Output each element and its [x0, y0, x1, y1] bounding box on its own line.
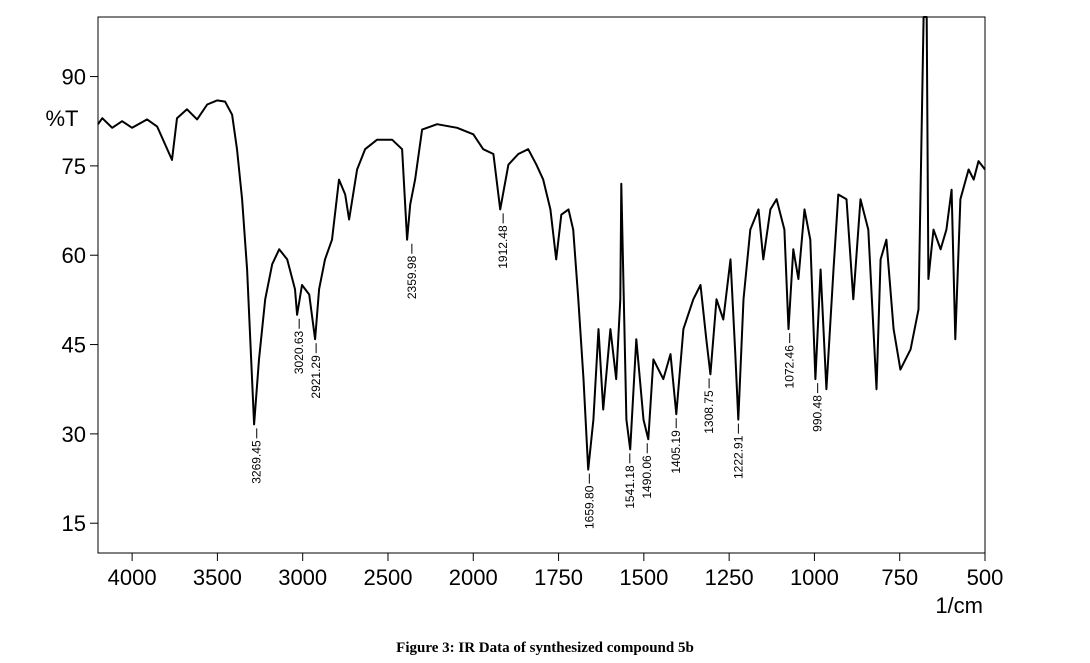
peak-label: 1222.91 — [731, 435, 745, 479]
x-tick-label: 3000 — [278, 565, 327, 590]
x-tick-label: 500 — [967, 565, 1004, 590]
y-tick-label: 90 — [62, 65, 86, 90]
spectrum-line — [97, 16, 986, 471]
peak-label: 1405.19 — [669, 430, 683, 474]
x-tick-label: 1750 — [534, 565, 583, 590]
y-tick-label: 15 — [62, 511, 86, 536]
peak-label: 2359.98 — [405, 255, 419, 299]
plot-frame — [97, 16, 986, 554]
x-tick-label: 3500 — [193, 565, 242, 590]
peak-label: 1490.06 — [640, 455, 654, 499]
y-axis-label: %T — [46, 106, 79, 131]
peak-label: 2921.29 — [309, 355, 323, 399]
peak-label: 1659.80 — [582, 485, 596, 529]
peak-label: 1072.46 — [783, 345, 797, 389]
peak-label: 3020.63 — [292, 330, 306, 374]
caption: Figure 3: IR Data of synthesized compoun… — [396, 640, 694, 656]
y-tick-label: 60 — [62, 243, 86, 268]
x-tick-label: 1000 — [790, 565, 839, 590]
y-tick-label: 75 — [62, 154, 86, 179]
peak-label: 990.48 — [811, 395, 825, 432]
x-tick-label: 4000 — [108, 565, 157, 590]
x-tick-label: 750 — [881, 565, 918, 590]
y-tick-label: 45 — [62, 333, 86, 358]
x-tick-label: 1250 — [705, 565, 754, 590]
peak-label: 1308.75 — [702, 390, 716, 434]
peak-label: 1912.48 — [496, 225, 510, 269]
x-tick-label: 2500 — [364, 565, 413, 590]
x-tick-label: 2000 — [449, 565, 498, 590]
x-tick-label: 1500 — [619, 565, 668, 590]
peak-label: 3269.45 — [250, 440, 264, 484]
x-axis-label: 1/cm — [935, 593, 983, 618]
peak-label: 1541.18 — [623, 465, 637, 509]
y-tick-label: 30 — [62, 422, 86, 447]
